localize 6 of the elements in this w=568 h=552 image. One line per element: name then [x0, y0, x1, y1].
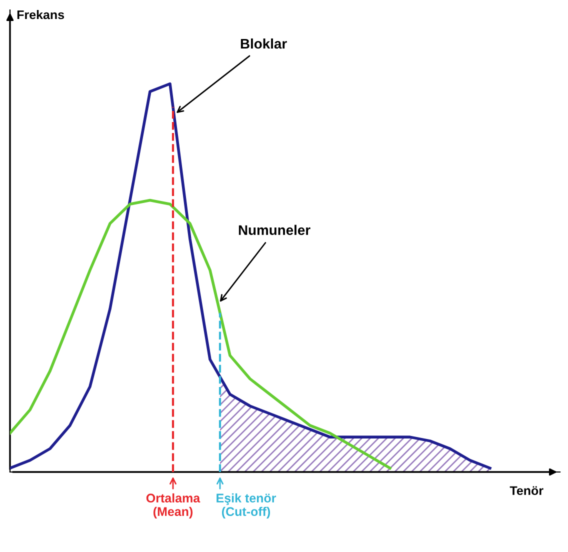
text: Eşik tenör (Cut-off) [216, 493, 276, 518]
x-axis-title: Tenör [510, 486, 544, 496]
text: Bloklar [240, 38, 287, 49]
text: Numuneler [238, 224, 310, 236]
text: Ortalama (Mean) [146, 493, 200, 518]
text: Frekans [17, 10, 64, 20]
